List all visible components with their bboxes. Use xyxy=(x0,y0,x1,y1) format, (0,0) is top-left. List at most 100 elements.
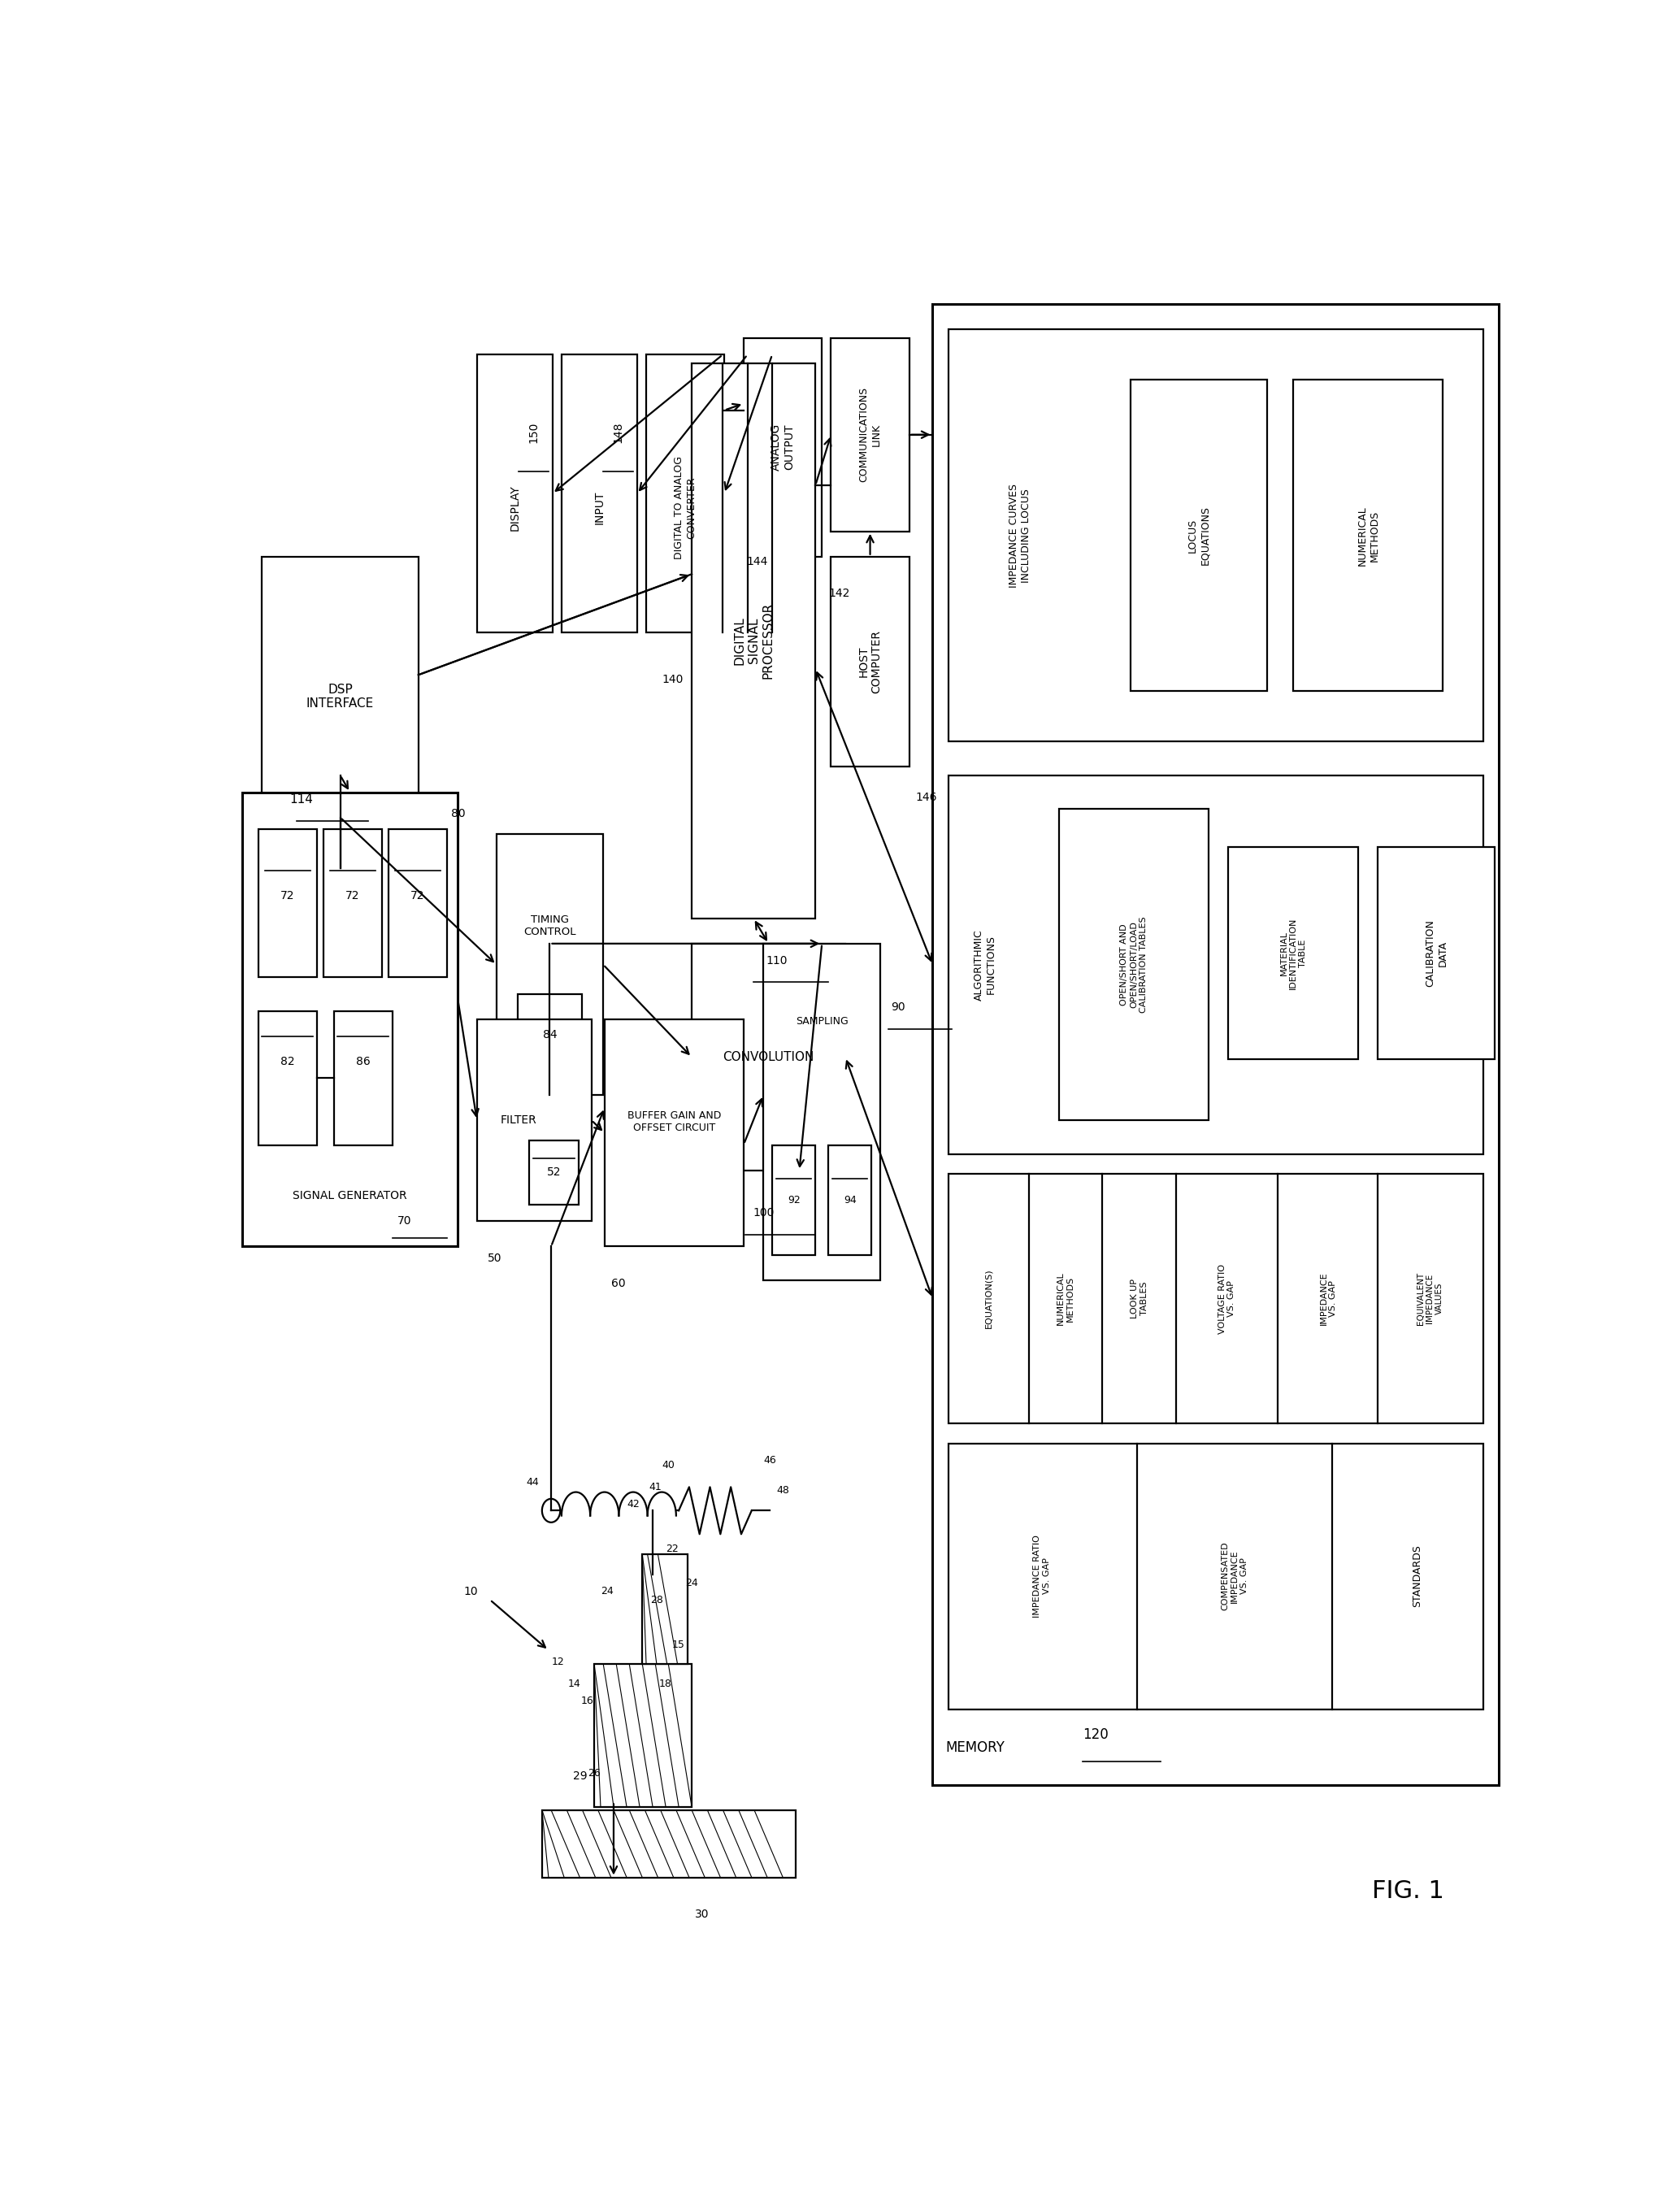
Text: BUFFER GAIN AND
OFFSET CIRCUIT: BUFFER GAIN AND OFFSET CIRCUIT xyxy=(627,1110,721,1132)
Text: SIGNAL GENERATOR: SIGNAL GENERATOR xyxy=(292,1191,407,1202)
Bar xyxy=(948,1173,1483,1422)
Text: 48: 48 xyxy=(776,1486,790,1497)
Bar xyxy=(561,354,637,631)
Bar xyxy=(763,944,880,1280)
Text: INPUT: INPUT xyxy=(593,492,605,524)
Text: 150: 150 xyxy=(528,422,539,444)
Text: 30: 30 xyxy=(696,1910,709,1921)
Text: HOST
COMPUTER: HOST COMPUTER xyxy=(858,629,882,693)
Text: EQUIVALENT
IMPEDANCE
VALUES: EQUIVALENT IMPEDANCE VALUES xyxy=(1416,1272,1443,1324)
Bar xyxy=(692,363,815,918)
Bar xyxy=(1228,848,1359,1060)
Text: 146: 146 xyxy=(916,791,937,802)
Bar xyxy=(948,776,1483,1154)
Text: 44: 44 xyxy=(526,1477,539,1488)
Text: 41: 41 xyxy=(648,1481,662,1492)
Bar xyxy=(1378,848,1495,1060)
Text: TIMING
CONTROL: TIMING CONTROL xyxy=(524,913,576,937)
Bar xyxy=(832,339,909,531)
Bar xyxy=(259,1012,318,1145)
Text: 110: 110 xyxy=(766,955,788,966)
Text: 16: 16 xyxy=(581,1696,595,1706)
Text: 52: 52 xyxy=(546,1167,561,1178)
Text: NUMERICAL
METHODS: NUMERICAL METHODS xyxy=(1057,1272,1074,1326)
Text: 140: 140 xyxy=(662,673,684,686)
Bar xyxy=(262,557,418,867)
Text: 92: 92 xyxy=(788,1195,800,1206)
Text: 80: 80 xyxy=(450,808,465,819)
Text: 100: 100 xyxy=(753,1206,774,1219)
Bar xyxy=(323,828,381,977)
Text: 15: 15 xyxy=(672,1641,685,1650)
Bar xyxy=(642,1554,687,1663)
Bar xyxy=(647,354,724,631)
Bar xyxy=(1058,808,1208,1121)
Text: 26: 26 xyxy=(588,1768,600,1779)
Text: 120: 120 xyxy=(1082,1726,1109,1741)
Text: 18: 18 xyxy=(659,1678,672,1689)
Text: 72: 72 xyxy=(281,889,294,902)
Text: FIG. 1: FIG. 1 xyxy=(1373,1879,1443,1903)
Text: 144: 144 xyxy=(746,555,768,568)
Bar xyxy=(932,304,1499,1785)
Text: NUMERICAL
METHODS: NUMERICAL METHODS xyxy=(1357,505,1379,566)
Text: 70: 70 xyxy=(396,1215,412,1228)
Text: 142: 142 xyxy=(828,588,850,599)
Text: COMMUNICATIONS
LINK: COMMUNICATIONS LINK xyxy=(858,387,882,483)
Text: 60: 60 xyxy=(612,1278,625,1289)
Text: IMPEDANCE
VS. GAP: IMPEDANCE VS. GAP xyxy=(1320,1272,1337,1326)
Text: EQUATION(S): EQUATION(S) xyxy=(984,1269,993,1328)
Text: CONVOLUTION: CONVOLUTION xyxy=(722,1051,815,1064)
Bar xyxy=(529,1141,578,1204)
Text: 14: 14 xyxy=(568,1678,581,1689)
Text: VOLTAGE RATIO
VS. GAP: VOLTAGE RATIO VS. GAP xyxy=(1218,1263,1235,1333)
Text: DSP
INTERFACE: DSP INTERFACE xyxy=(306,684,375,710)
Bar xyxy=(497,835,603,1095)
Text: 10: 10 xyxy=(464,1586,477,1597)
Text: 94: 94 xyxy=(843,1195,857,1206)
Text: 90: 90 xyxy=(890,1003,906,1014)
Bar xyxy=(773,1145,815,1254)
Bar xyxy=(948,330,1483,741)
Bar xyxy=(477,354,553,631)
Text: 72: 72 xyxy=(346,889,360,902)
Text: LOOK UP
TABLES: LOOK UP TABLES xyxy=(1131,1278,1149,1318)
Text: 148: 148 xyxy=(613,422,623,444)
Text: OPEN/SHORT AND
OPEN/SHORT/LOAD
CALIBRATION TABLES: OPEN/SHORT AND OPEN/SHORT/LOAD CALIBRATI… xyxy=(1121,916,1147,1014)
Text: CALIBRATION
DATA: CALIBRATION DATA xyxy=(1425,920,1448,988)
Bar xyxy=(259,828,318,977)
Text: 12: 12 xyxy=(551,1656,564,1667)
Bar xyxy=(828,1145,872,1254)
Bar xyxy=(477,1018,591,1221)
Text: DISPLAY: DISPLAY xyxy=(509,485,521,531)
Text: 24: 24 xyxy=(685,1578,699,1588)
Text: STANDARDS: STANDARDS xyxy=(1411,1545,1423,1608)
Bar xyxy=(388,828,447,977)
Text: COMPENSATED
IMPEDANCE
VS. GAP: COMPENSATED IMPEDANCE VS. GAP xyxy=(1221,1543,1248,1610)
Text: 72: 72 xyxy=(410,889,425,902)
Text: 82: 82 xyxy=(281,1055,294,1066)
Text: FILTER: FILTER xyxy=(501,1114,536,1125)
Text: DIGITAL
SIGNAL
PROCESSOR: DIGITAL SIGNAL PROCESSOR xyxy=(734,603,774,680)
Bar xyxy=(605,1018,744,1245)
Bar xyxy=(1131,380,1267,690)
Text: MEMORY: MEMORY xyxy=(946,1741,1005,1755)
Text: MATERIAL
IDENTIFICATION
TABLE: MATERIAL IDENTIFICATION TABLE xyxy=(1280,918,1307,990)
Bar xyxy=(948,1444,1483,1709)
Bar xyxy=(692,944,845,1171)
Text: ANALOG
OUTPUT: ANALOG OUTPUT xyxy=(771,424,795,472)
Text: 46: 46 xyxy=(763,1455,776,1466)
Text: 29: 29 xyxy=(573,1770,588,1783)
Text: 42: 42 xyxy=(627,1499,640,1510)
Text: 28: 28 xyxy=(650,1595,664,1606)
Bar xyxy=(517,994,581,1075)
Bar xyxy=(595,1663,692,1807)
Text: 84: 84 xyxy=(543,1029,558,1040)
Text: 114: 114 xyxy=(289,793,312,806)
Text: ALGORITHMIC
FUNCTIONS: ALGORITHMIC FUNCTIONS xyxy=(973,929,996,1001)
Text: DIGITAL TO ANALOG
CONVERTER: DIGITAL TO ANALOG CONVERTER xyxy=(674,457,697,559)
Text: LOCUS
EQUATIONS: LOCUS EQUATIONS xyxy=(1188,507,1210,566)
Text: IMPEDANCE CURVES
INCLUDING LOCUS: IMPEDANCE CURVES INCLUDING LOCUS xyxy=(1008,483,1032,588)
Bar xyxy=(242,793,457,1245)
Text: IMPEDANCE RATIO
VS. GAP: IMPEDANCE RATIO VS. GAP xyxy=(1033,1534,1050,1617)
